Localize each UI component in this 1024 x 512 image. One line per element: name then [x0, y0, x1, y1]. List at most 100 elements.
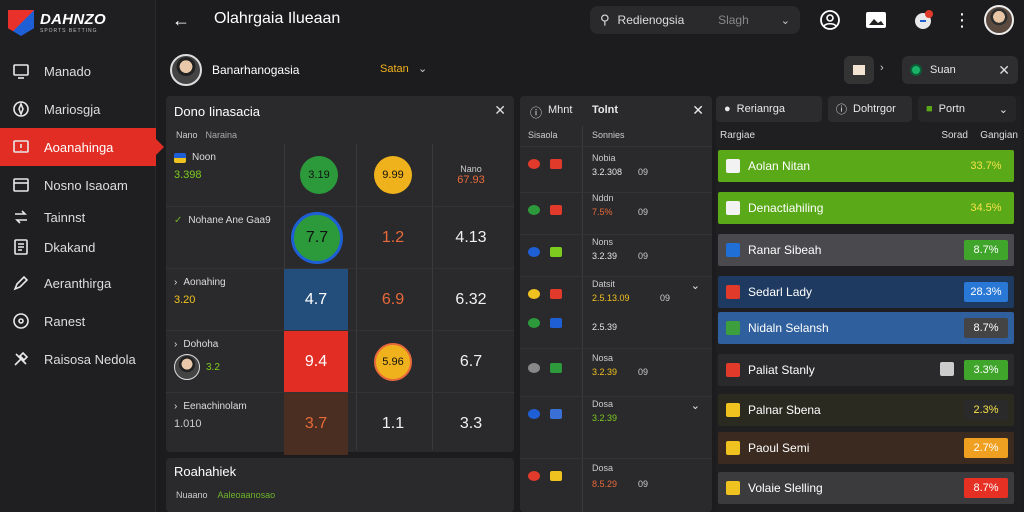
standing-value: 3.3% — [964, 360, 1008, 380]
odds-cell[interactable]: 6.32 — [455, 291, 487, 308]
close-icon[interactable]: ✕ — [692, 102, 704, 118]
status-pill[interactable]: Suan ✕ — [902, 56, 1018, 84]
odds-cell[interactable]: 6.7 — [459, 353, 483, 370]
standing-row[interactable]: Paoul Semi 2.7% — [718, 432, 1014, 464]
team-name: Sedarl Lady — [748, 285, 813, 299]
shield-logo-icon — [8, 10, 34, 36]
tab-0[interactable]: ● Rerianrga — [716, 96, 822, 122]
notification-badge-icon[interactable] — [912, 8, 936, 32]
list-item[interactable]: Dosa 3.2.39 ⌄ — [520, 396, 712, 458]
odds-cell[interactable]: 67.93 — [457, 174, 485, 186]
tab-1[interactable]: ⓘ Dohtrgor — [828, 96, 912, 122]
standing-value: 33.7% — [964, 156, 1008, 176]
odds-cell[interactable]: 3.7 — [284, 393, 348, 455]
chevron-down-icon[interactable]: ⌄ — [690, 400, 700, 412]
list-item[interactable]: Nosa 3.2.39 09 — [520, 348, 712, 410]
avatar[interactable] — [984, 5, 1014, 35]
standing-row[interactable]: Paliat Stanly 3.3% — [718, 354, 1014, 386]
team-name: Paliat Stanly — [748, 363, 815, 377]
tab-2[interactable]: ■ Portn ⌄ — [918, 96, 1016, 122]
close-icon[interactable]: ✕ — [494, 102, 506, 118]
profile-name: Banarhanogasia — [212, 63, 300, 77]
tab-label[interactable]: Tolnt — [592, 104, 619, 116]
table-row[interactable]: › Dohoha 3.2 9.4 5.96 6.7 — [166, 330, 514, 393]
sidebar-item-4[interactable]: Tainnst — [0, 204, 156, 230]
table-row[interactable]: › Eenachinolam 1.010 3.7 1.1 3.3 — [166, 392, 514, 455]
sidebar-item-2[interactable]: Aoanahinga — [0, 128, 164, 166]
cell-label: Nano — [460, 164, 482, 174]
back-arrow-icon[interactable]: ← — [172, 10, 190, 30]
user-circle-icon[interactable] — [818, 8, 842, 32]
odds-cell[interactable]: 3.3 — [459, 415, 483, 432]
table-row[interactable]: Noon 3.398 3.19 9.99 Nano 67.93 — [166, 144, 514, 206]
sidebar-item-7[interactable]: Ranest — [0, 302, 156, 340]
standing-row[interactable]: Aolan Nitan 33.7% — [718, 150, 1014, 182]
chevron-down-icon[interactable]: ⌄ — [690, 280, 700, 292]
tab-label[interactable]: Mhnt — [548, 104, 573, 116]
brand-logo[interactable]: DAHNZO SPORTS BETTING — [8, 6, 148, 40]
list-item[interactable]: Nddn 7.5% 09 — [520, 192, 712, 254]
standing-row[interactable]: Volaie Slelling 8.7% — [718, 472, 1014, 504]
odds-cell[interactable]: 1.1 — [381, 415, 405, 432]
odds-cell[interactable]: 6.9 — [381, 291, 405, 308]
odds-cell[interactable]: 1.2 — [381, 229, 405, 246]
team-badge-icon — [726, 441, 740, 455]
row-value: 3.398 — [174, 169, 202, 181]
chat-button[interactable] — [844, 56, 874, 84]
standing-row[interactable]: Palnar Sbena 2.3% — [718, 394, 1014, 426]
col-header: Sonnies — [592, 130, 625, 140]
standing-row[interactable]: Sedarl Lady 28.3% — [718, 276, 1014, 308]
panel-tabs: ⓘ Mhnt Tolnt ✕ — [520, 96, 712, 126]
chevron-down-icon[interactable]: ⌄ — [418, 63, 428, 75]
team-badge-icon — [528, 409, 540, 419]
sidebar-item-1[interactable]: Mariosgja — [0, 90, 156, 128]
sidebar-item-0[interactable]: Manado — [0, 52, 156, 90]
sidebar-item-5[interactable]: Dkakand — [0, 230, 156, 264]
search-input[interactable]: ⚲ Redienogsia Slagh ⌄ — [590, 6, 800, 34]
match-time: 09 — [638, 479, 649, 489]
odds-cell[interactable]: 9.99 — [374, 156, 412, 194]
odds-cell[interactable]: 7.7 — [291, 212, 343, 264]
pen-icon — [12, 274, 30, 292]
standing-row[interactable]: Nidaln Selansh 8.7% — [718, 312, 1014, 344]
team-flag-icon — [550, 159, 562, 169]
standings-header: Rargiae Sorad Gangian — [720, 130, 1018, 141]
odds-cell[interactable]: 4.7 — [284, 269, 348, 331]
list-item[interactable]: Dosa 8.5.29 09 — [520, 458, 712, 512]
standing-row[interactable]: Denactiahiling 34.5% — [718, 192, 1014, 224]
odds-cell[interactable]: 5.96 — [374, 343, 412, 381]
chevron-down-icon[interactable]: ⌄ — [780, 14, 790, 27]
odds-cell[interactable]: 3.19 — [300, 156, 338, 194]
checkbox-icon[interactable] — [940, 362, 954, 376]
image-icon[interactable] — [864, 8, 888, 32]
list-item[interactable]: Nobia 3.2.308 09 — [520, 146, 712, 208]
close-icon[interactable]: ✕ — [998, 61, 1010, 78]
standing-row[interactable]: Ranar Sibeah 8.7% — [718, 234, 1014, 266]
standing-value: 8.7% — [964, 318, 1008, 338]
document-icon — [12, 238, 30, 256]
match-odds: 3.2.308 — [592, 167, 623, 177]
table-row[interactable]: ✓ Nohane Ane Gaa9 7.7 1.2 4.13 — [166, 206, 514, 268]
odds-cell[interactable]: 4.13 — [455, 229, 487, 246]
more-vertical-icon[interactable]: ⋮ — [953, 9, 971, 30]
sidebar-item-8[interactable]: Raisosa Nedola — [0, 340, 156, 378]
sidebar-item-6[interactable]: Aeranthirga — [0, 264, 156, 302]
table-row[interactable]: › Aonahing 3.20 4.7 6.9 6.32 — [166, 268, 514, 331]
chat-alert-icon — [12, 138, 30, 156]
match-odds: 3.2.39 — [592, 251, 618, 261]
list-item[interactable]: 2.5.39 — [520, 318, 712, 380]
list-item[interactable]: Datsit 2.5.13.09 09 ⌄ — [520, 276, 712, 338]
chevron-right-icon[interactable]: › — [880, 62, 884, 74]
filter-dropdown[interactable]: Satan — [380, 63, 409, 75]
match-time: 09 — [638, 207, 649, 217]
arrows-icon — [12, 208, 30, 226]
sidebar-item-3[interactable]: Nosno Isaoam — [0, 166, 156, 204]
chevron-down-icon[interactable]: ⌄ — [998, 103, 1008, 116]
match-name: Nosa — [592, 353, 614, 363]
standings-tabs: ● Rerianrga ⓘ Dohtrgor ■ Portn ⌄ — [716, 96, 1022, 122]
profile-avatar[interactable] — [170, 54, 202, 86]
list-item[interactable]: Nons 3.2.39 09 — [520, 234, 712, 296]
odds-cell[interactable]: 9.4 — [284, 331, 348, 393]
match-odds: 2.5.39 — [592, 322, 618, 332]
team-flag-icon — [550, 363, 562, 373]
